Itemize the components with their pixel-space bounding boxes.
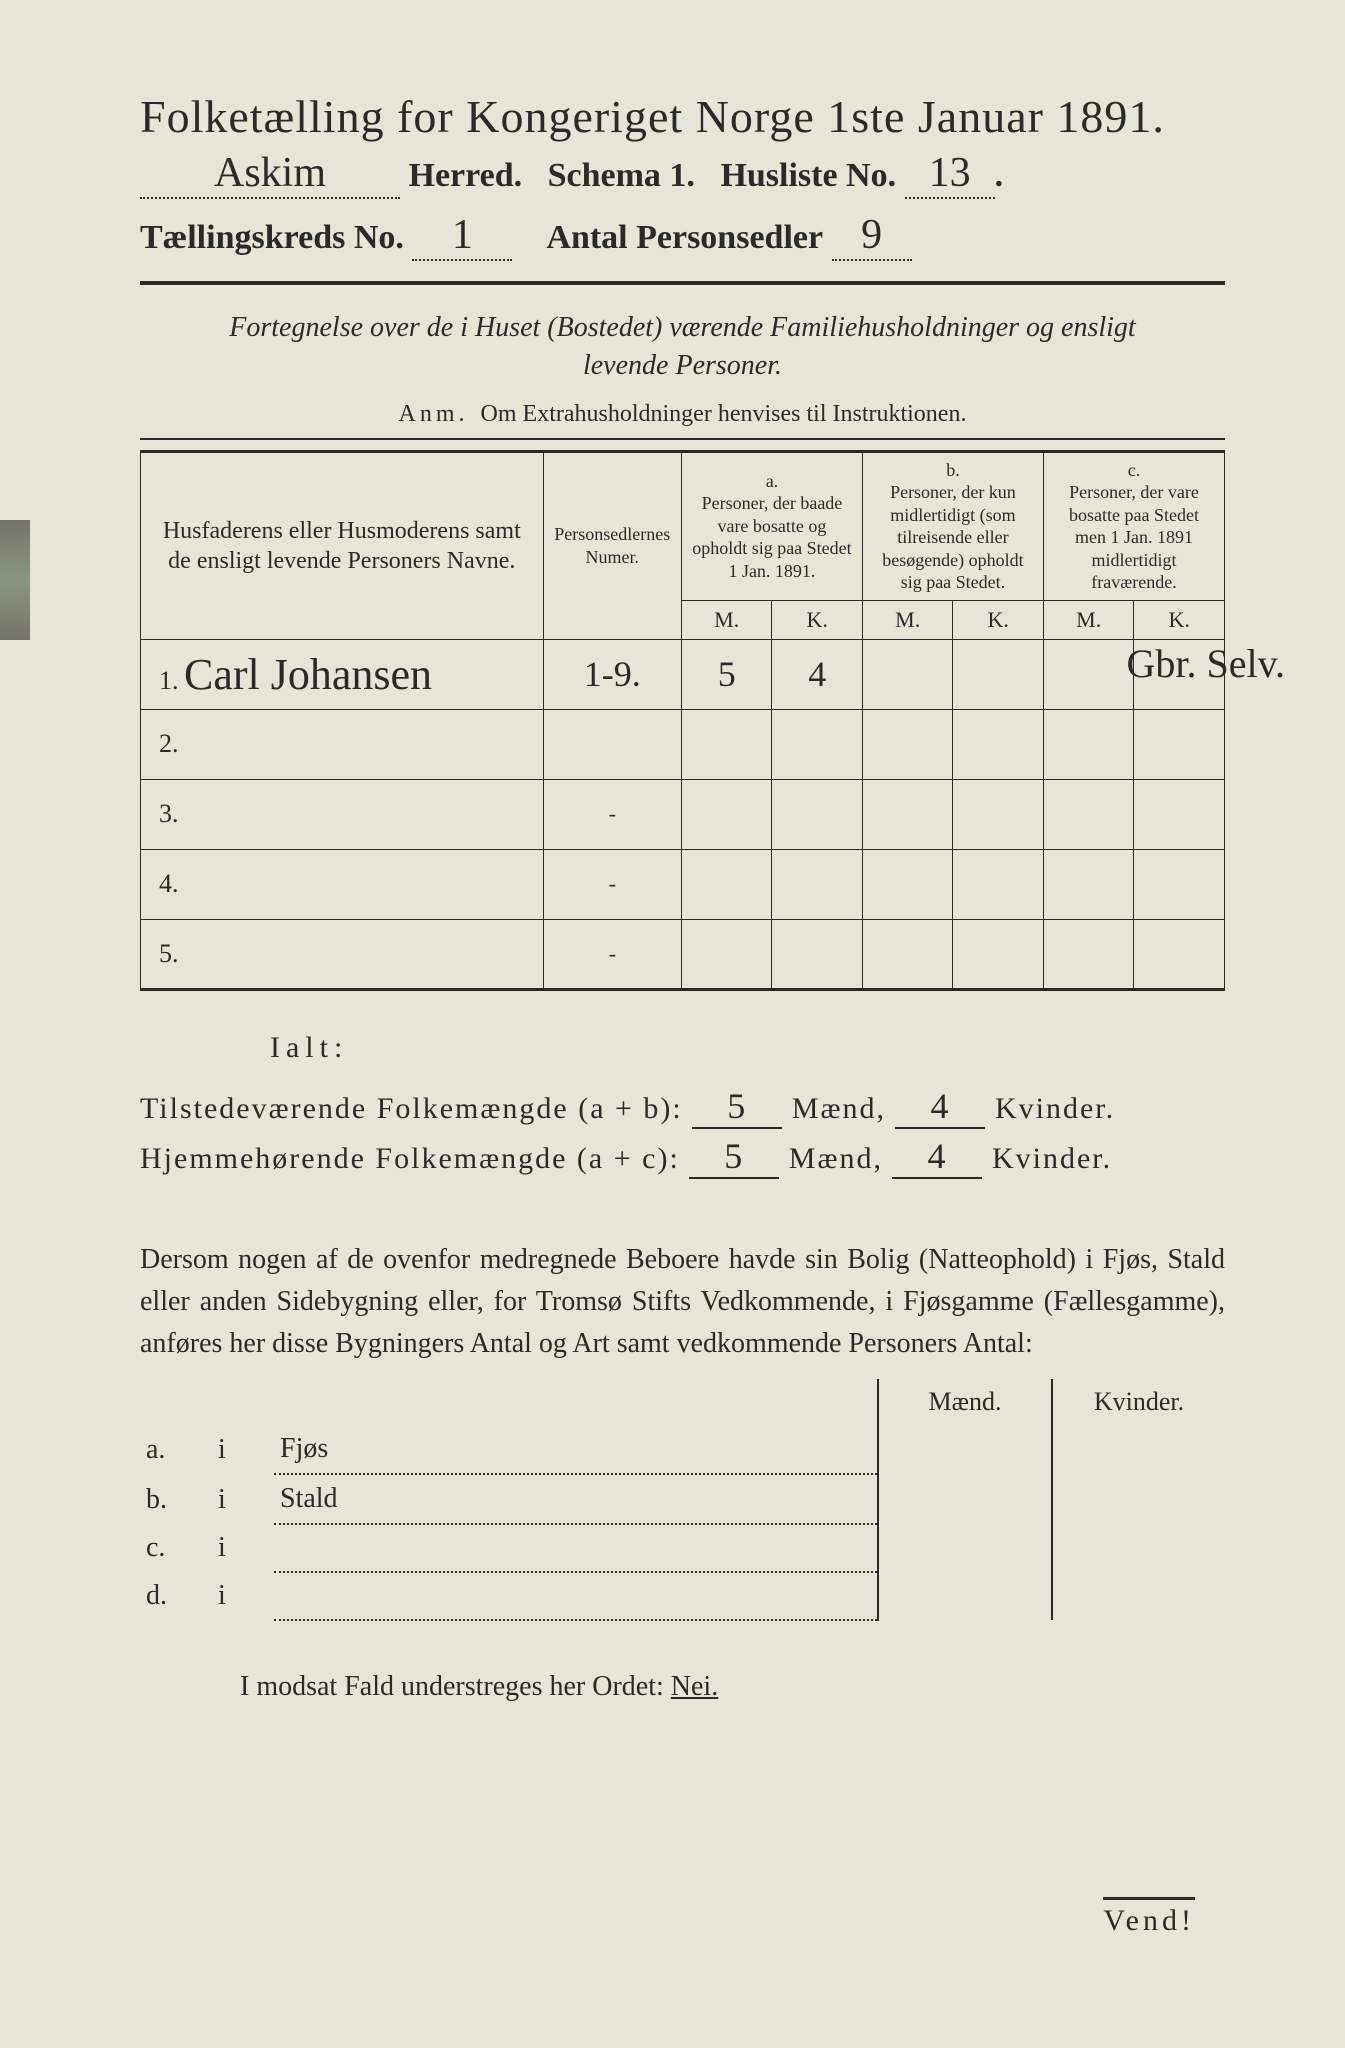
th-name: Husfaderens eller Husmoderens samt de en… — [141, 451, 544, 639]
herred-name-handwritten: Askim — [214, 149, 326, 197]
maend-label: Mænd, — [792, 1092, 886, 1125]
antal-no: 9 — [861, 211, 882, 259]
sub-k: a. — [140, 1425, 212, 1474]
maend-label: Mænd, — [789, 1142, 883, 1175]
sum-line-2: Hjemmehørende Folkemængde (a + c): 5 Mæn… — [140, 1135, 1225, 1179]
table-row: 3. - — [141, 779, 1225, 849]
ialt-label: Ialt: — [270, 1031, 348, 1065]
row-num: 5. — [149, 939, 179, 968]
th-c-text: Personer, der vare bosatte paa Stedet me… — [1052, 481, 1216, 594]
th-b: b. Personer, der kun midlertidigt (som t… — [862, 451, 1043, 600]
intro-text: Fortegnelse over de i Huset (Bostedet) v… — [160, 309, 1205, 385]
table-row: 1. Carl Johansen 1-9. 5 4 — [141, 639, 1225, 709]
nei-word: Nei. — [671, 1671, 718, 1702]
divider — [140, 281, 1225, 285]
sub-label: Fjøs — [280, 1433, 328, 1464]
th-a-label: a. — [690, 470, 854, 493]
cell-aK: 4 — [808, 653, 826, 695]
row-num: 2. — [149, 729, 179, 758]
table-row: 5. - — [141, 919, 1225, 989]
th-b-k: K. — [953, 600, 1044, 639]
sum1-label: Tilstedeværende Folkemængde (a + b): — [140, 1092, 683, 1125]
cell-aM: 5 — [718, 653, 736, 695]
schema-label: Schema 1. — [548, 157, 695, 194]
totals-block: Ialt: Tilstedeværende Folkemængde (a + b… — [140, 1031, 1225, 1179]
herred-label: Herred. — [409, 157, 523, 194]
row-num: 3. — [149, 799, 179, 828]
kreds-label: Tællingskreds No. — [140, 219, 404, 256]
nei-line: I modsat Fald understreges her Ordet: Ne… — [240, 1671, 1225, 1703]
sub-row: c. i — [140, 1524, 1225, 1572]
scan-artifact — [0, 520, 30, 640]
household-table: Husfaderens eller Husmoderens samt de en… — [140, 450, 1225, 991]
row-pnum: 1-9. — [584, 653, 641, 695]
intro-line1: Fortegnelse over de i Huset (Bostedet) v… — [229, 312, 1135, 343]
row-pnum: - — [543, 849, 681, 919]
row-pnum — [543, 709, 681, 779]
sub-i: i — [212, 1572, 274, 1620]
row-num: 1. — [149, 666, 179, 695]
divider-thin — [140, 438, 1225, 440]
th-c-k: K. — [1134, 600, 1225, 639]
census-form-page: Folketælling for Kongeriget Norge 1ste J… — [0, 0, 1345, 2048]
th-num: Personsedlernes Numer. — [543, 451, 681, 639]
sum2-m: 5 — [724, 1135, 744, 1177]
sub-i: i — [212, 1474, 274, 1524]
table-row: 2. — [141, 709, 1225, 779]
th-a: a. Personer, der baade vare bosatte og o… — [681, 451, 862, 600]
sub-row: d. i — [140, 1572, 1225, 1620]
sum-line-1: Tilstedeværende Folkemængde (a + b): 5 M… — [140, 1085, 1225, 1129]
sub-maend: Mænd. — [878, 1379, 1052, 1425]
row-pnum: - — [543, 779, 681, 849]
sub-row: b. i Stald — [140, 1474, 1225, 1524]
sub-kvinder: Kvinder. — [1052, 1379, 1225, 1425]
th-b-m: M. — [862, 600, 953, 639]
anm-line: Anm. Om Extrahusholdninger henvises til … — [140, 401, 1225, 428]
sum2-k: 4 — [927, 1135, 947, 1177]
kvinder-label: Kvinder. — [995, 1092, 1115, 1125]
sum1-m: 5 — [727, 1085, 747, 1127]
sub-label: Stald — [280, 1483, 338, 1514]
sum1-k: 4 — [930, 1085, 950, 1127]
kreds-no: 1 — [452, 211, 473, 259]
bolig-paragraph: Dersom nogen af de ovenfor medregnede Be… — [140, 1239, 1225, 1365]
nei-text: I modsat Fald understreges her Ordet: — [240, 1671, 664, 1702]
table-row: 4. - — [141, 849, 1225, 919]
row-pnum: - — [543, 919, 681, 989]
anm-label: Anm. — [399, 401, 469, 427]
th-b-text: Personer, der kun midlertidigt (som tilr… — [871, 481, 1035, 594]
page-title: Folketælling for Kongeriget Norge 1ste J… — [140, 90, 1225, 143]
th-c: c. Personer, der vare bosatte paa Stedet… — [1043, 451, 1224, 600]
header-line-2: Askim Herred. Schema 1. Husliste No. 13. — [140, 149, 1225, 199]
th-a-text: Personer, der baade vare bosatte og opho… — [690, 492, 854, 582]
husliste-no: 13 — [929, 149, 971, 197]
sub-k: c. — [140, 1524, 212, 1572]
th-c-label: c. — [1052, 459, 1216, 482]
row-name: Carl Johansen — [184, 649, 432, 700]
anm-text: Om Extrahusholdninger henvises til Instr… — [481, 401, 967, 427]
th-a-k: K. — [772, 600, 863, 639]
sidebygning-table: Mænd. Kvinder. a. i Fjøs b. i Stald c. i… — [140, 1379, 1225, 1621]
row-num: 4. — [149, 869, 179, 898]
sub-row: a. i Fjøs — [140, 1425, 1225, 1474]
margin-note: Gbr. Selv. — [1126, 640, 1285, 687]
sum2-label: Hjemmehørende Folkemængde (a + c): — [140, 1142, 680, 1175]
vend-label: Vend! — [1103, 1897, 1195, 1938]
th-c-m: M. — [1043, 600, 1134, 639]
kvinder-label: Kvinder. — [992, 1142, 1112, 1175]
sub-k: b. — [140, 1474, 212, 1524]
husliste-label: Husliste No. — [720, 157, 896, 194]
sub-i: i — [212, 1524, 274, 1572]
header-line-3: Tællingskreds No. 1 Antal Personsedler 9 — [140, 211, 1225, 261]
sub-i: i — [212, 1425, 274, 1474]
intro-line2: levende Personer. — [583, 350, 782, 381]
antal-label: Antal Personsedler — [546, 219, 823, 256]
th-b-label: b. — [871, 459, 1035, 482]
th-a-m: M. — [681, 600, 772, 639]
sub-k: d. — [140, 1572, 212, 1620]
